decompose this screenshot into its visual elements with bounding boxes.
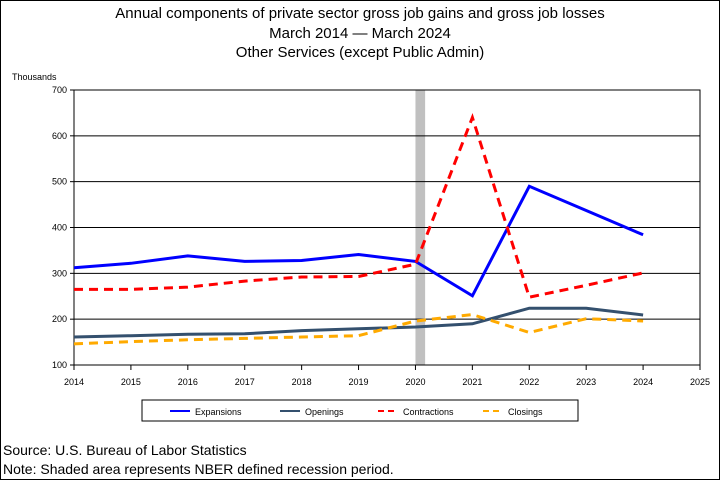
- y-axis-title: Thousands: [12, 72, 57, 82]
- y-tick-label: 700: [52, 85, 67, 95]
- y-tick-label: 300: [52, 268, 67, 278]
- chart-title: Annual components of private sector gros…: [115, 5, 605, 22]
- x-tick-label: 2023: [576, 377, 596, 387]
- source-note: Source: U.S. Bureau of Labor Statistics: [3, 442, 247, 458]
- legend: Expansions Openings Contractions Closings: [141, 399, 579, 422]
- plot-area-border: [73, 89, 701, 366]
- series-line-expansions: [73, 184, 644, 298]
- series-line-openings: [73, 306, 644, 339]
- legend-label-closings: Closings: [508, 407, 543, 417]
- y-tick-label: 200: [52, 314, 67, 324]
- y-tick-label: 600: [52, 131, 67, 141]
- series-line-contractions: [74, 112, 644, 299]
- chart-subtitle-industry: Other Services (except Public Admin): [235, 44, 485, 61]
- y-tick-label: 100: [52, 360, 67, 370]
- x-tick-label: 2024: [633, 377, 653, 387]
- chart-subtitle-dates: March 2014 — March 2024: [269, 25, 451, 42]
- x-tick-label: 2015: [121, 377, 141, 387]
- legend-box: [141, 399, 579, 422]
- recession-note: Note: Shaded area represents NBER define…: [3, 461, 394, 477]
- x-tick-label: 2025: [690, 377, 710, 387]
- legend-label-openings: Openings: [305, 407, 344, 417]
- x-tick-label: 2016: [178, 377, 198, 387]
- y-tick-label: 500: [52, 177, 67, 187]
- legend-label-expansions: Expansions: [195, 407, 242, 417]
- x-tick-label: 2014: [64, 377, 84, 387]
- legend-label-contractions: Contractions: [403, 407, 454, 417]
- series-line-closings: [73, 313, 644, 346]
- x-tick-label: 2021: [462, 377, 482, 387]
- x-tick-label: 2019: [349, 377, 369, 387]
- x-tick-label: 2020: [405, 377, 425, 387]
- x-tick-label: 2022: [519, 377, 539, 387]
- x-tick-label: 2017: [235, 377, 255, 387]
- y-tick-label: 400: [52, 223, 67, 233]
- x-tick-label: 2018: [292, 377, 312, 387]
